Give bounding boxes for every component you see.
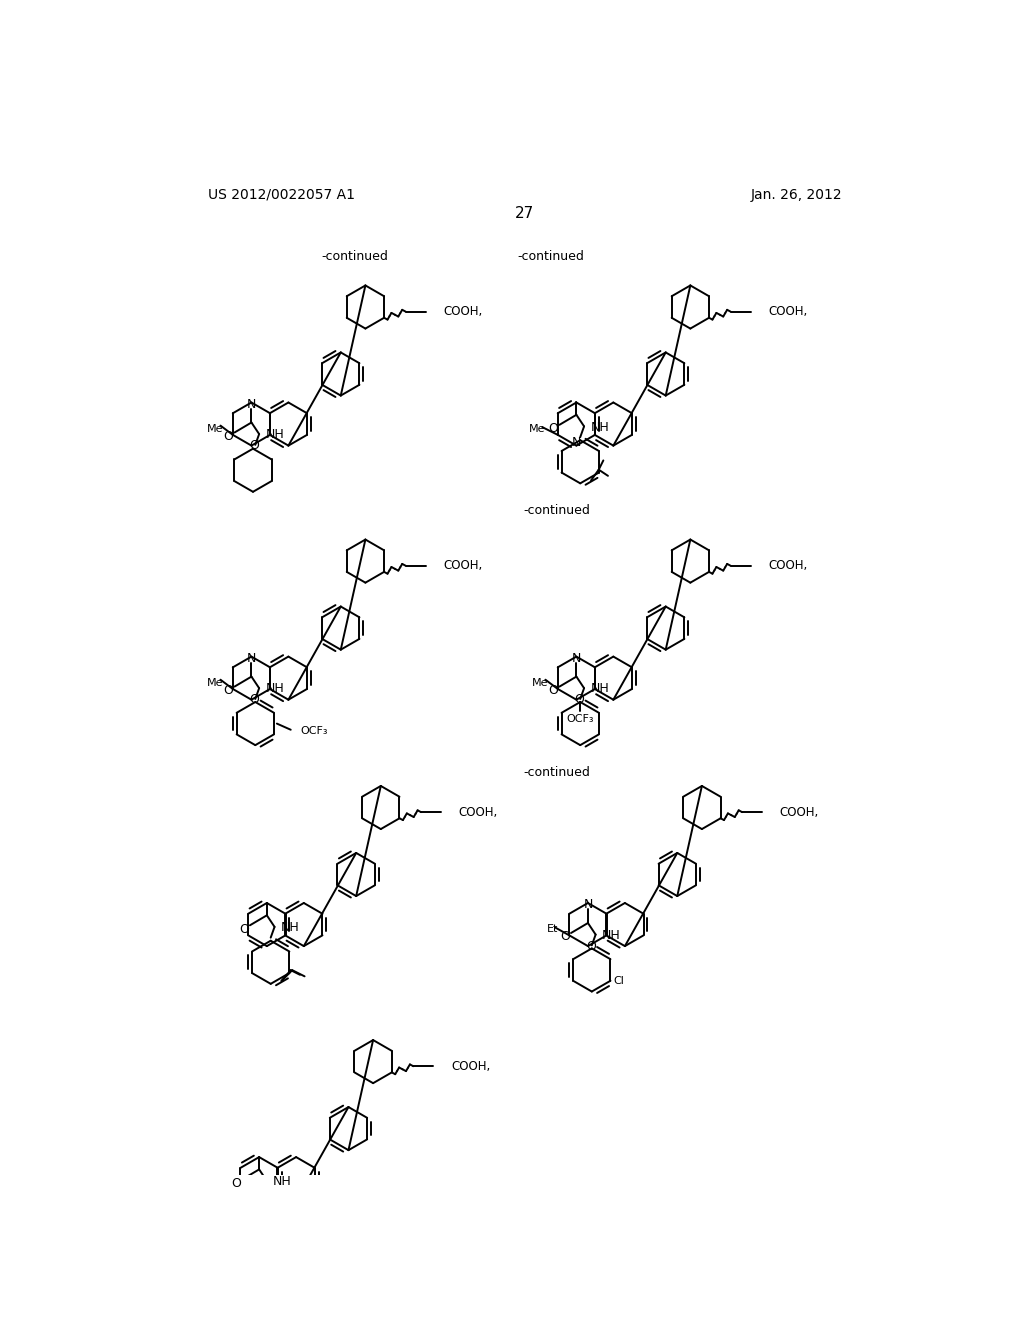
Text: O: O — [586, 940, 596, 953]
Text: O: O — [549, 422, 558, 436]
Text: OCF₃: OCF₃ — [300, 726, 328, 737]
Text: NH: NH — [602, 929, 621, 942]
Text: -continued: -continued — [322, 249, 388, 263]
Text: NH: NH — [265, 682, 284, 696]
Text: -continued: -continued — [517, 249, 584, 263]
Text: O: O — [231, 1176, 241, 1189]
Text: O: O — [239, 923, 249, 936]
Text: 27: 27 — [515, 206, 535, 222]
Text: Jan. 26, 2012: Jan. 26, 2012 — [751, 187, 842, 202]
Text: COOH,: COOH, — [768, 560, 808, 573]
Text: Me: Me — [532, 677, 549, 688]
Text: COOH,: COOH, — [459, 805, 498, 818]
Text: N: N — [247, 397, 256, 411]
Text: O: O — [223, 684, 233, 697]
Text: -continued: -continued — [523, 504, 590, 517]
Text: Me: Me — [207, 424, 223, 434]
Text: O: O — [250, 440, 259, 453]
Text: NH: NH — [590, 682, 609, 696]
Text: Cl: Cl — [613, 975, 625, 986]
Text: N: N — [247, 652, 256, 665]
Text: OCF₃: OCF₃ — [566, 714, 594, 723]
Text: N: N — [571, 436, 581, 449]
Text: Me: Me — [207, 677, 223, 688]
Text: NH: NH — [273, 1175, 292, 1188]
Text: COOH,: COOH, — [780, 805, 819, 818]
Text: -continued: -continued — [523, 766, 590, 779]
Text: O: O — [223, 430, 233, 444]
Text: NH: NH — [265, 428, 284, 441]
Text: Et: Et — [547, 924, 558, 935]
Text: NH: NH — [590, 421, 609, 434]
Text: O: O — [250, 693, 259, 706]
Text: N: N — [571, 652, 581, 665]
Text: COOH,: COOH, — [443, 560, 482, 573]
Text: COOH,: COOH, — [451, 1060, 490, 1073]
Text: Me: Me — [529, 424, 546, 434]
Text: NH: NH — [281, 921, 299, 935]
Text: COOH,: COOH, — [768, 305, 808, 318]
Text: N: N — [584, 898, 593, 911]
Text: COOH,: COOH, — [443, 305, 482, 318]
Text: O: O — [560, 931, 569, 944]
Text: O: O — [549, 684, 558, 697]
Text: O: O — [574, 693, 585, 706]
Text: US 2012/0022057 A1: US 2012/0022057 A1 — [208, 187, 354, 202]
